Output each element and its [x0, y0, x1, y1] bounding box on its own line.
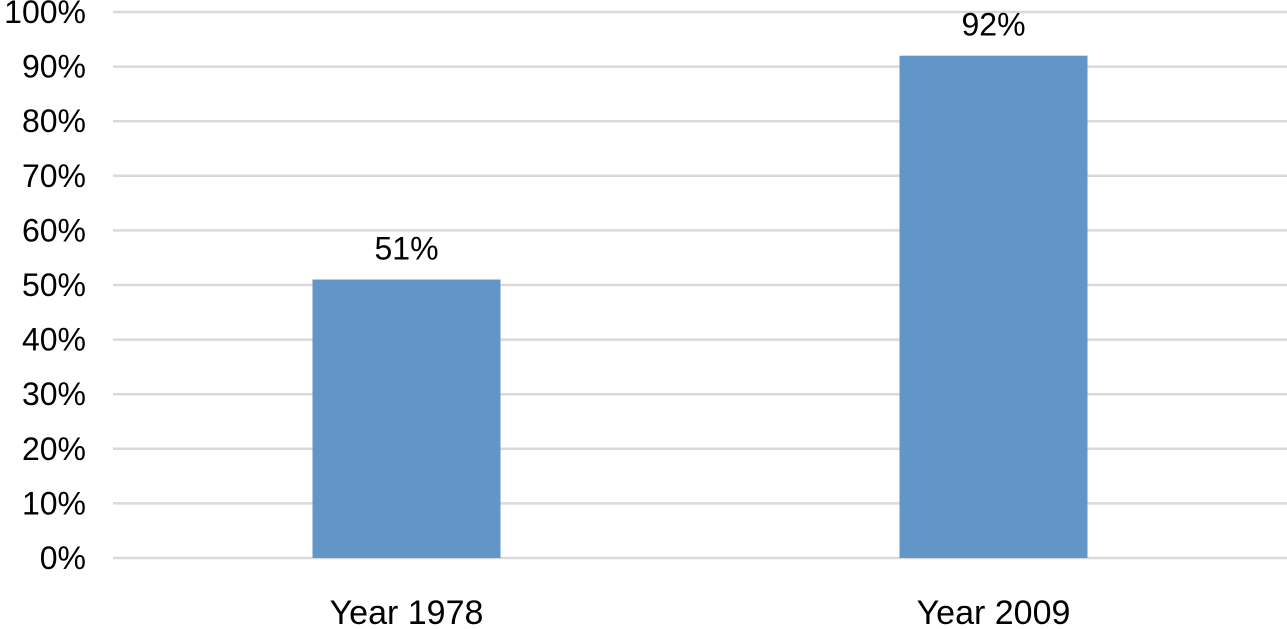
y-tick-label: 90% — [22, 49, 86, 85]
y-tick-label: 50% — [22, 267, 86, 303]
x-category-label: Year 2009 — [917, 594, 1071, 629]
y-tick-label: 10% — [22, 485, 86, 521]
bars — [312, 55, 1088, 559]
bar-data-label: 92% — [961, 7, 1025, 43]
data-labels: 51% 92% — [374, 7, 1025, 267]
y-tick-label: 80% — [22, 103, 86, 139]
bar-data-label: 51% — [374, 231, 438, 267]
y-tick-label: 40% — [22, 322, 86, 358]
y-tick-label: 100% — [4, 0, 86, 30]
y-tick-label: 60% — [22, 212, 86, 248]
y-tick-label: 20% — [22, 431, 86, 467]
x-category-label: Year 1978 — [330, 594, 484, 629]
x-axis-category-labels: Year 1978 Year 2009 — [330, 594, 1071, 629]
y-tick-label: 70% — [22, 158, 86, 194]
bar — [312, 279, 501, 558]
y-tick-label: 0% — [40, 540, 86, 576]
bar — [899, 55, 1088, 559]
gridlines — [113, 10, 1287, 560]
y-axis-tick-labels: 0% 10% 20% 30% 40% 50% 60% 70% 80% 90% 100% — [4, 0, 86, 576]
y-tick-label: 30% — [22, 376, 86, 412]
